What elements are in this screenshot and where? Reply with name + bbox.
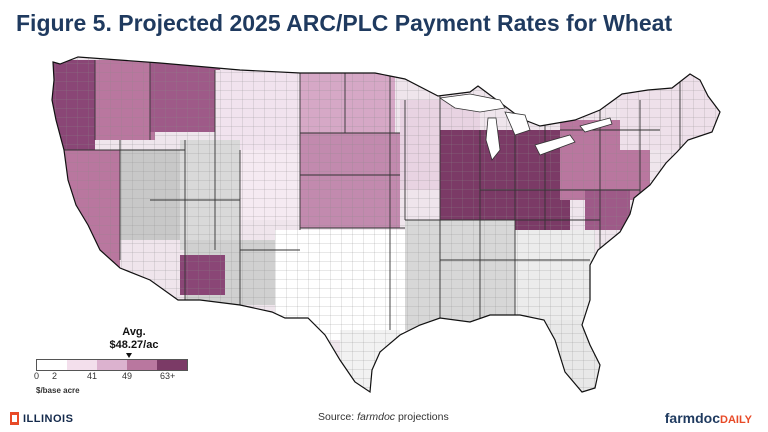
average-label-value: $48.27/ac (109, 339, 159, 351)
farmdoc-logo-main: farmdoc (664, 410, 720, 426)
us-outline (51, 56, 721, 394)
legend-swatch-1 (67, 360, 97, 370)
average-label: Avg. $48.27/ac (104, 326, 164, 352)
illinois-logo: ILLINOIS (10, 412, 73, 425)
legend-unit: $/base acre (36, 386, 80, 395)
legend-swatch-2 (97, 360, 127, 370)
legend-swatch-4 (157, 360, 187, 370)
legend-swatch-3 (127, 360, 157, 370)
legend-swatch-0 (37, 360, 67, 370)
source-note: Source: farmdoc projections (318, 411, 449, 423)
average-label-title: Avg. (122, 326, 146, 338)
state-boundaries (60, 60, 681, 330)
illinois-logo-text: ILLINOIS (23, 412, 74, 425)
farmdoc-logo-daily: DAILY (720, 414, 752, 426)
legend-tick-49: 49 (122, 371, 133, 381)
legend-tick-0: 0 (34, 371, 40, 381)
figure-title: Figure 5. Projected 2025 ARC/PLC Payment… (16, 10, 673, 36)
farmdoc-daily-logo: farmdocDAILY (665, 410, 752, 426)
legend-tick-41: 41 (87, 371, 98, 381)
source-suffix: projections (395, 411, 449, 423)
county-fill-layer (52, 57, 720, 392)
illinois-i-icon (10, 412, 19, 425)
legend-tick-2: 2 (52, 371, 58, 381)
source-italic: farmdoc (357, 411, 396, 423)
average-marker-icon (126, 353, 132, 358)
color-scale-legend (36, 359, 188, 371)
source-prefix: Source: (318, 411, 358, 423)
great-lakes (438, 93, 613, 161)
legend-tick-63: 63+ (160, 371, 176, 381)
